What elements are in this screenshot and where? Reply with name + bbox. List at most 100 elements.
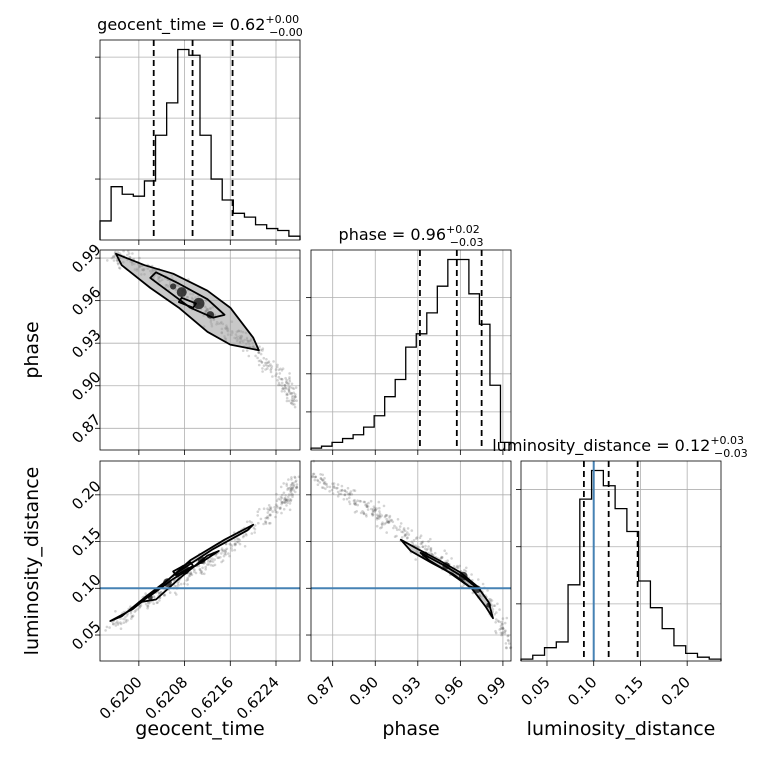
scatter-point (203, 572, 206, 576)
scatter-point (505, 616, 509, 620)
scatter-point (493, 604, 497, 607)
scatter-point (356, 499, 359, 503)
scatter-point (264, 522, 268, 525)
title-text: phase = 0.96+0.02 −0.03 (339, 223, 484, 249)
scatter-point (146, 604, 150, 608)
y-tick-label: 0.96 (68, 283, 104, 319)
scatter-point (321, 479, 324, 482)
scatter-point (291, 403, 295, 406)
scatter-point (294, 490, 297, 494)
scatter-point (404, 534, 407, 537)
x-tick-label: 0.93 (388, 673, 424, 709)
scatter-point (295, 486, 299, 489)
scatter-point (348, 492, 352, 496)
scatter-point (116, 623, 120, 626)
scatter-point (256, 514, 260, 517)
scatter-point (279, 498, 282, 501)
scatter-point (410, 529, 414, 532)
axes-frame (99, 39, 301, 241)
scatter-point (282, 491, 286, 495)
scatter-point (312, 472, 315, 476)
scatter-point (214, 554, 218, 557)
scatter-point (241, 535, 245, 539)
scatter-point (159, 591, 163, 594)
scatter-point (291, 486, 294, 490)
scatter-point (281, 367, 285, 371)
scatter-point (501, 622, 504, 626)
scatter-point (414, 544, 418, 547)
scatter-point (185, 579, 188, 582)
scatter-point (506, 634, 510, 638)
scatter-point (290, 487, 294, 490)
scatter-point (336, 495, 340, 498)
scatter-point (501, 633, 504, 636)
scatter-point (500, 627, 503, 630)
y-tick-label: 0.10 (68, 571, 104, 607)
scatter-point (494, 621, 498, 624)
scatter-point (275, 372, 278, 376)
scatter-point (119, 627, 123, 630)
scatter-point (377, 500, 381, 504)
scatter-point (287, 382, 291, 386)
scatter-point (265, 361, 269, 365)
scatter-point (285, 380, 288, 384)
scatter-point (233, 538, 237, 541)
scatter-point (429, 537, 432, 541)
scatter-point (292, 481, 295, 485)
scatter-point (209, 560, 212, 564)
scatter-point (293, 399, 296, 402)
scatter-point (277, 383, 280, 387)
scatter-point (495, 618, 498, 621)
scatter-point (209, 563, 213, 567)
scatter-point (292, 483, 296, 487)
scatter-point (258, 507, 261, 511)
scatter-point (504, 642, 508, 645)
scatter-point (499, 631, 503, 635)
scatter-point (250, 532, 254, 535)
scatter-point (277, 368, 281, 372)
scatter-point (116, 621, 120, 625)
density-fill (400, 539, 493, 619)
axes-frame (99, 460, 301, 662)
scatter-point (387, 521, 391, 524)
scatter-point (207, 563, 211, 566)
scatter-point (288, 487, 291, 490)
scatter-point (288, 377, 291, 381)
title-text: luminosity_distance = 0.12+0.03 −0.03 (492, 434, 748, 460)
scatter-point (264, 516, 268, 520)
scatter-point (376, 516, 379, 520)
y-tick-label: 0.15 (68, 524, 104, 560)
scatter-point (501, 627, 505, 630)
scatter-point (247, 354, 251, 358)
scatter-point (288, 390, 291, 394)
scatter-point (280, 384, 284, 387)
scatter-point (288, 376, 291, 379)
scatter-point (268, 522, 271, 525)
y-tick-label: 0.99 (68, 240, 104, 276)
scatter-point (405, 537, 409, 540)
density-peak (170, 283, 177, 290)
scatter-point (280, 511, 283, 515)
scatter-point (354, 501, 358, 504)
scatter-point (204, 568, 207, 571)
scatter-point (494, 629, 497, 633)
scatter-point (208, 559, 212, 562)
scatter-point (238, 542, 242, 546)
scatter-point (130, 617, 133, 620)
scatter-point (116, 251, 120, 254)
scatter-point (138, 606, 141, 609)
scatter-point (220, 547, 224, 550)
scatter-point (125, 614, 129, 617)
scatter-point (279, 367, 282, 371)
scatter-point (287, 387, 291, 391)
title-err-plus: +0.00 (265, 13, 299, 26)
scatter-point (245, 533, 248, 537)
scatter-point (156, 601, 159, 604)
scatter-point (371, 512, 374, 516)
scatter-point (423, 547, 427, 551)
scatter-point (189, 572, 193, 575)
scatter-point (402, 527, 406, 530)
scatter-point (500, 631, 504, 635)
scatter-point (271, 375, 274, 378)
scatter-point (352, 489, 355, 492)
